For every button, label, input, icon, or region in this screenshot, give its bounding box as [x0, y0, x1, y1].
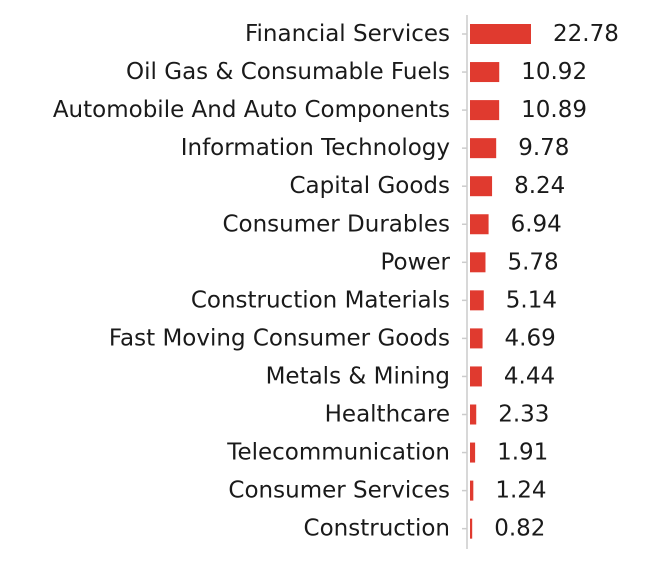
bar	[470, 442, 476, 463]
bars-group	[470, 24, 531, 539]
category-label: Construction	[304, 516, 450, 542]
value-label: 9.78	[518, 135, 569, 161]
bar	[470, 100, 500, 121]
category-label: Power	[380, 249, 450, 275]
value-label: 6.94	[511, 211, 562, 237]
value-label: 10.89	[521, 97, 587, 123]
bar	[470, 252, 486, 273]
bar	[470, 24, 531, 44]
value-label: 1.91	[497, 440, 548, 466]
bar	[470, 328, 483, 349]
bar	[470, 366, 482, 387]
bar	[470, 480, 474, 501]
category-label: Construction Materials	[191, 287, 450, 313]
category-label: Healthcare	[325, 402, 450, 428]
category-labels-group: Financial Services Oil Gas & Consumable F…	[53, 21, 451, 542]
category-label: Telecommunication	[226, 440, 450, 466]
category-label: Automobile And Auto Components	[53, 97, 450, 123]
category-label: Consumer Services	[228, 478, 450, 504]
bar	[470, 214, 489, 235]
value-label: 0.82	[494, 516, 545, 542]
value-label: 22.78	[553, 21, 619, 47]
tick-marks-group	[462, 33, 467, 530]
category-label: Fast Moving Consumer Goods	[109, 325, 450, 351]
bar	[470, 62, 500, 83]
category-label: Consumer Durables	[222, 211, 450, 237]
value-label: 1.24	[495, 478, 546, 504]
category-label: Financial Services	[245, 21, 450, 47]
category-label: Capital Goods	[289, 173, 450, 199]
value-label: 5.78	[507, 249, 558, 275]
value-labels-group: 22.78 10.92 10.89 9.78 8.24 6.94 5.78 5.14 4.69 4…	[494, 21, 619, 542]
value-label: 8.24	[514, 173, 565, 199]
category-label: Information Technology	[181, 135, 450, 161]
value-label: 4.44	[504, 363, 555, 389]
value-label: 10.92	[521, 59, 587, 85]
bar	[470, 138, 497, 159]
value-label: 5.14	[506, 287, 557, 313]
category-label: Metals & Mining	[266, 363, 450, 389]
value-label: 4.69	[505, 325, 556, 351]
value-label: 2.33	[498, 402, 549, 428]
bar	[470, 290, 484, 311]
bar	[470, 176, 493, 197]
bar	[470, 404, 477, 425]
category-label: Oil Gas & Consumable Fuels	[126, 59, 450, 85]
bar	[470, 518, 473, 539]
